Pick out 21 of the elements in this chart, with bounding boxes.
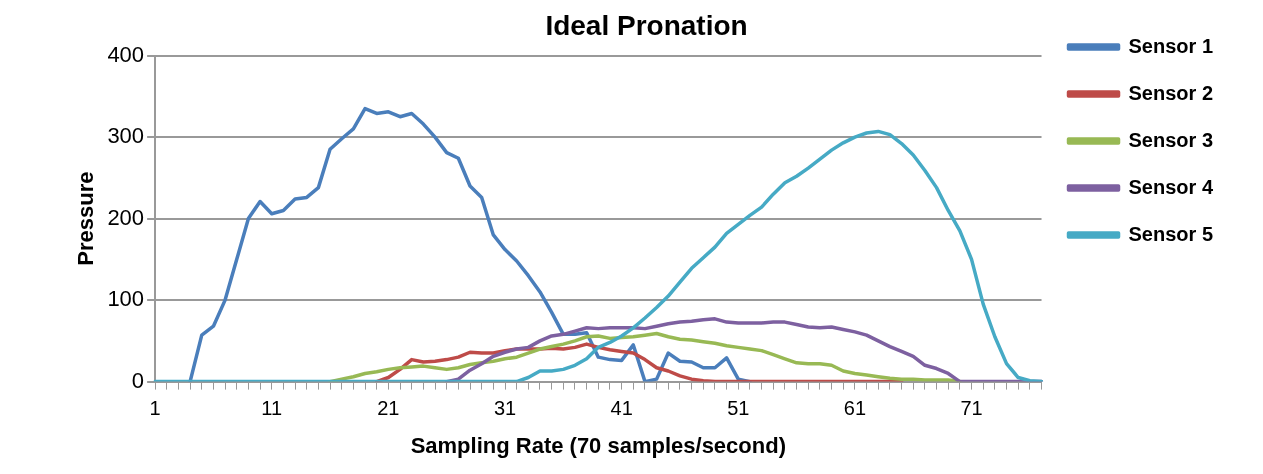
x-tick-label: 21 bbox=[377, 397, 400, 420]
y-tick-label: 0 bbox=[131, 367, 145, 393]
y-tick-label: 200 bbox=[107, 204, 145, 230]
x-tick-label: 41 bbox=[610, 397, 633, 420]
x-tick-label: 11 bbox=[261, 397, 283, 420]
legend-label: Sensor 5 bbox=[1128, 222, 1213, 245]
x-tick-label: 51 bbox=[727, 397, 750, 420]
legend-label: Sensor 2 bbox=[1128, 81, 1213, 104]
x-tick-label: 71 bbox=[960, 397, 983, 420]
x-tick-label: 31 bbox=[493, 397, 517, 420]
legend-label: Sensor 4 bbox=[1128, 175, 1214, 198]
y-tick-label: 300 bbox=[107, 123, 145, 149]
x-tick-label: 1 bbox=[149, 397, 161, 420]
chart-title: Ideal Pronation bbox=[545, 9, 748, 41]
x-tick-label: 61 bbox=[843, 397, 867, 420]
legend-label: Sensor 1 bbox=[1128, 34, 1213, 57]
y-tick-label: 400 bbox=[107, 41, 145, 67]
x-axis-title: Sampling Rate (70 samples/second) bbox=[410, 432, 786, 458]
legend-label: Sensor 3 bbox=[1128, 128, 1213, 151]
y-axis-title: Pressure bbox=[73, 171, 99, 266]
y-tick-label: 100 bbox=[107, 286, 145, 312]
